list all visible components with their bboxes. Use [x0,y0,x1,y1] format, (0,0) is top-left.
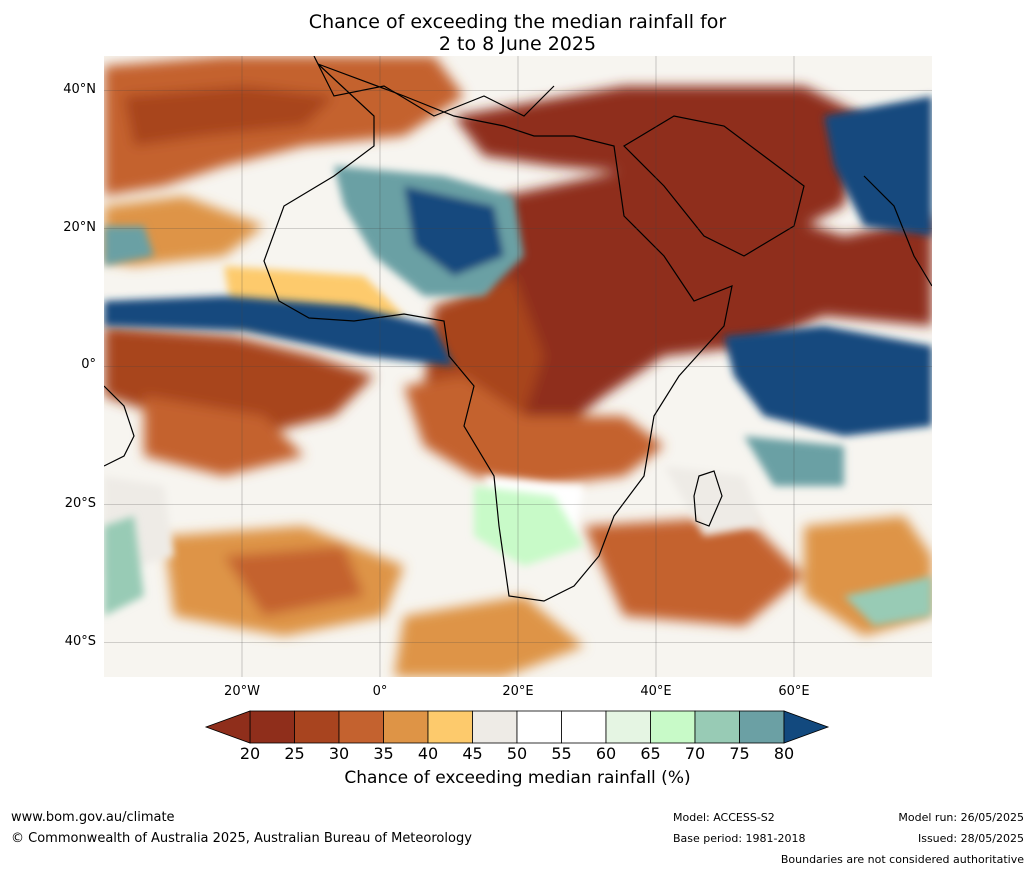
colorbar-cell [561,710,607,744]
colorbar-tick-label: 40 [417,744,439,763]
colorbar-tick-label: 70 [684,744,706,763]
graticule [104,56,932,677]
colorbar-tick-label: 80 [773,744,795,763]
lon-label-40e: 40°E [640,684,672,699]
lat-label-40s: 40°S [64,634,96,649]
dry-anomaly-regions [104,56,932,677]
colorbar-tick-label: 30 [328,744,350,763]
colorbar-cell [694,710,740,744]
lat-label-0: 0° [81,357,96,372]
colorbar-cell [427,710,473,744]
map-title-line-2: 2 to 8 June 2025 [438,33,597,55]
colorbar-tick-label: 35 [373,744,394,763]
colorbar-cell [383,710,429,744]
colorbar-cell [249,710,295,744]
lon-label-20e: 20°E [502,684,534,699]
colorbar-cell [338,710,384,744]
colorbar-cell [650,710,696,744]
colorbar-tick-label: 75 [729,744,750,763]
colorbar-cell [472,710,518,744]
lon-label-60e: 60°E [778,684,810,699]
model-text: Model: ACCESS-S2 [673,811,775,824]
colorbar-tick-label: 60 [595,744,617,763]
colorbar-tick-label: 25 [284,744,305,763]
copyright-text: © Commonwealth of Australia 2025, Austra… [11,831,472,846]
colorbar-tick-label: 55 [551,744,572,763]
colorbar-tick-label: 45 [462,744,483,763]
colorbar-tick-label: 50 [506,744,528,763]
colorbar-cell [739,710,785,744]
colorbar [204,710,830,744]
colorbar-cell [294,710,340,744]
colorbar-over-arrow [783,710,830,744]
colorbar-cell [516,710,562,744]
colorbar-under-arrow [204,710,251,744]
rainfall-probability-field [104,56,932,677]
coastlines [104,56,932,602]
wet-anomaly-regions [104,96,932,626]
model-run-text: Model run: 26/05/2025 [898,811,1024,824]
colorbar-label: Chance of exceeding median rainfall (%) [344,768,691,788]
lat-label-20n: 20°N [63,220,96,235]
map-title-line-1: Chance of exceeding the median rainfall … [308,11,727,33]
colorbar-tick-label: 65 [640,744,661,763]
colorbar-tick-label: 20 [239,744,261,763]
lon-label-0: 0° [372,684,388,699]
colorbar-cell [605,710,651,744]
issued-text: Issued: 28/05/2025 [917,832,1024,845]
website-text: www.bom.gov.au/climate [11,810,175,825]
lat-label-20s: 20°S [64,496,96,511]
lon-label-20w: 20°W [224,684,260,699]
base-period-text: Base period: 1981-2018 [673,832,806,845]
lat-label-40n: 40°N [63,82,96,97]
probability-map [104,56,932,677]
disclaimer-text: Boundaries are not considered authoritat… [780,853,1024,866]
